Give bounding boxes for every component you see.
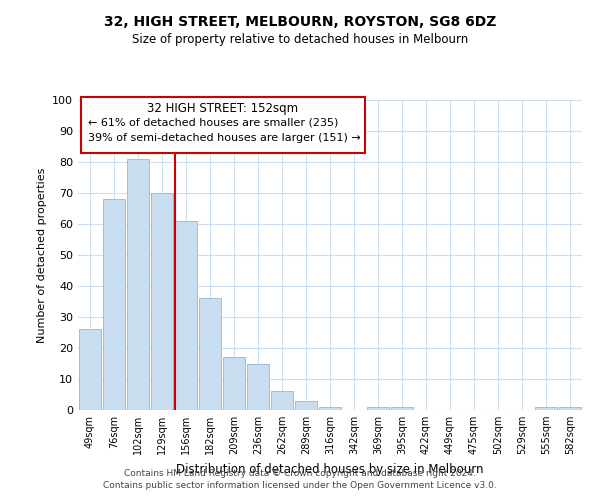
Text: 39% of semi-detached houses are larger (151) →: 39% of semi-detached houses are larger (…	[88, 132, 361, 142]
Bar	[319, 407, 341, 410]
Bar	[199, 298, 221, 410]
Bar	[295, 400, 317, 410]
Bar	[175, 221, 197, 410]
Bar	[247, 364, 269, 410]
Bar	[151, 193, 173, 410]
Y-axis label: Number of detached properties: Number of detached properties	[37, 168, 47, 342]
Text: 32 HIGH STREET: 152sqm: 32 HIGH STREET: 152sqm	[148, 102, 298, 114]
Bar	[79, 330, 101, 410]
FancyBboxPatch shape	[80, 97, 365, 152]
Bar	[559, 407, 581, 410]
Text: Contains public sector information licensed under the Open Government Licence v3: Contains public sector information licen…	[103, 481, 497, 490]
Bar	[367, 407, 389, 410]
Bar	[271, 392, 293, 410]
Bar	[535, 407, 557, 410]
Bar	[103, 199, 125, 410]
Text: ← 61% of detached houses are smaller (235): ← 61% of detached houses are smaller (23…	[88, 117, 338, 127]
Bar	[391, 407, 413, 410]
Bar	[223, 358, 245, 410]
Text: Size of property relative to detached houses in Melbourn: Size of property relative to detached ho…	[132, 32, 468, 46]
Bar	[127, 159, 149, 410]
X-axis label: Distribution of detached houses by size in Melbourn: Distribution of detached houses by size …	[176, 462, 484, 475]
Text: Contains HM Land Registry data © Crown copyright and database right 2024.: Contains HM Land Registry data © Crown c…	[124, 468, 476, 477]
Text: 32, HIGH STREET, MELBOURN, ROYSTON, SG8 6DZ: 32, HIGH STREET, MELBOURN, ROYSTON, SG8 …	[104, 15, 496, 29]
